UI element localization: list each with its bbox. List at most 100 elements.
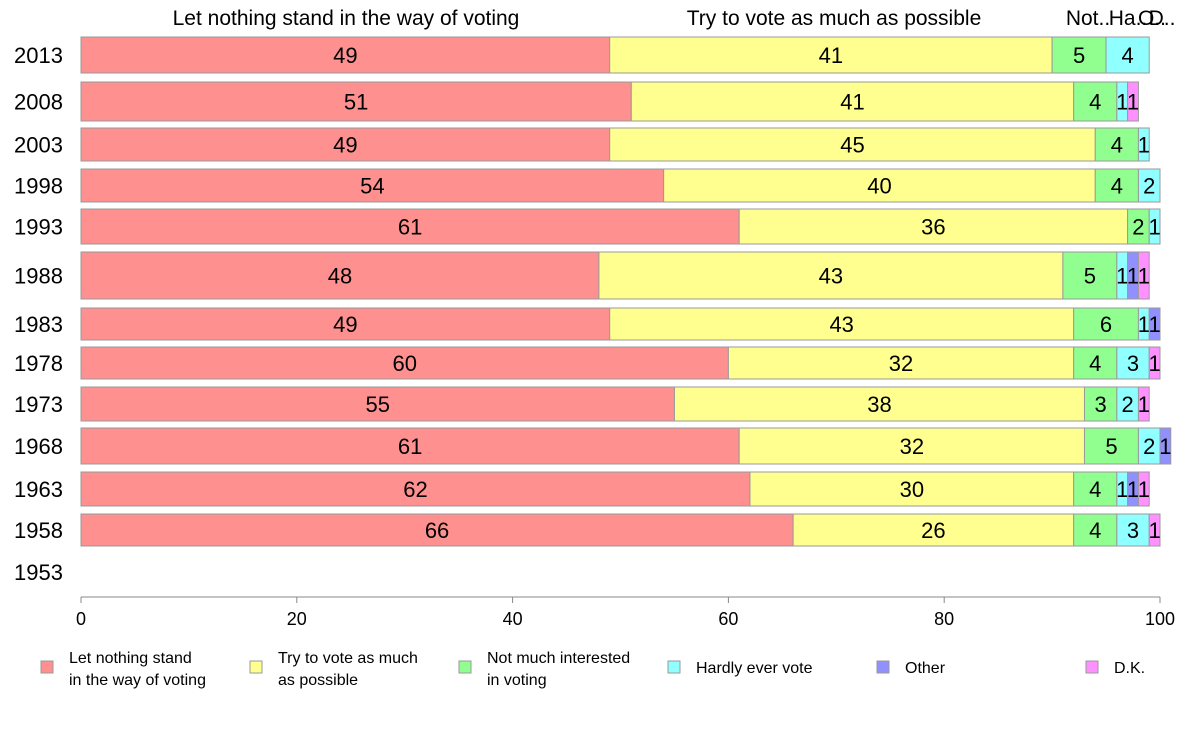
legend-label-4: Hardly ever vote [696, 660, 813, 677]
data-label-1973-series-3: 3 [1095, 392, 1107, 417]
bar-1973-series-2 [673, 386, 1085, 422]
data-label-1983-series-1: 49 [333, 312, 357, 337]
legend-swatch-1 [40, 660, 54, 674]
legend-item-1: Let nothing stand in the way of voting [40, 650, 206, 689]
data-label-1978-series-2: 32 [889, 351, 913, 376]
bar-row-1988: 1988 48 43 5 111 [14, 251, 1150, 300]
legend-item-5: Other [876, 660, 946, 677]
data-label-2013-series-4: 4 [1122, 43, 1134, 68]
y-tick-label-1983: 1983 [14, 312, 63, 337]
data-label-1968-series-1: 61 [398, 434, 422, 459]
legend-label-5: Other [905, 660, 946, 677]
legend-item-3: Not much interested in voting [458, 650, 630, 689]
bar-row-1973: 1973 55 38 3 2 1 [14, 386, 1150, 422]
data-label-2008-series-6: 1 [1127, 90, 1139, 115]
data-label-1968-series-4: 2 [1143, 434, 1155, 459]
data-label-1968-series-5: 1 [1159, 434, 1171, 459]
data-label-1993-series-2: 36 [921, 215, 945, 240]
data-label-1978-series-4: 3 [1127, 351, 1139, 376]
bar-1983-series-5 [1148, 307, 1161, 341]
legend-item-4: Hardly ever vote [667, 660, 813, 677]
x-tick-label-0: 0 [76, 609, 86, 629]
bar-2013-series-4 [1105, 36, 1150, 74]
data-label-1958-series-6: 1 [1148, 518, 1160, 543]
bar-2003-series-1 [80, 127, 611, 162]
data-label-1973-series-4: 2 [1122, 392, 1134, 417]
data-label-1973-series-1: 55 [365, 392, 389, 417]
data-label-1988-series-6: 1 [1138, 264, 1150, 289]
y-tick-label-1998: 1998 [14, 174, 63, 199]
y-tick-label-1953: 1953 [14, 560, 63, 585]
bar-1968-series-5 [1159, 427, 1172, 465]
bar-2003-series-3 [1094, 127, 1139, 162]
x-tick-label-100: 100 [1145, 609, 1175, 629]
x-tick-label-20: 20 [287, 609, 307, 629]
y-tick-label-1993: 1993 [14, 215, 63, 240]
series-header-6: D.. [1149, 7, 1176, 30]
bar-2003-series-4 [1137, 127, 1150, 162]
bar-row-1963: 1963 62 30 4 111 [14, 471, 1150, 507]
data-label-1963-series-2: 30 [900, 477, 924, 502]
legend-label-2: as possible [278, 672, 358, 689]
data-label-1993-series-4: 1 [1148, 215, 1160, 240]
data-label-1988-series-3: 5 [1084, 264, 1096, 289]
legend-swatch-5 [876, 660, 890, 674]
data-label-1988-series-5: 1 [1127, 264, 1139, 289]
bar-1998-series-4 [1137, 168, 1161, 203]
x-tick-label-60: 60 [718, 609, 738, 629]
bar-1983-series-3 [1073, 307, 1139, 341]
y-tick-label-2013: 2013 [14, 43, 63, 68]
series-header-2: Try to vote as much as possible [687, 7, 982, 30]
bar-1978-series-2 [727, 346, 1075, 380]
bar-1988-series-1 [80, 251, 600, 300]
data-label-1988-series-4: 1 [1116, 264, 1128, 289]
bar-1978-series-1 [80, 346, 729, 380]
bar-2013-series-3 [1051, 36, 1107, 74]
data-label-2008-series-3: 4 [1089, 90, 1101, 115]
legend-swatch-6 [1085, 660, 1099, 674]
bar-1998-series-1 [80, 168, 665, 203]
bar-1993-series-4 [1148, 208, 1161, 245]
y-tick-label-1968: 1968 [14, 434, 63, 459]
data-label-1998-series-3: 4 [1111, 174, 1123, 199]
bar-1988-series-6 [1137, 251, 1150, 300]
bar-2008-series-3 [1073, 81, 1118, 122]
bar-row-1968: 1968 61 32 5 2 1 [14, 427, 1172, 465]
data-label-1988-series-2: 43 [819, 264, 843, 289]
legend-label-6: D.K. [1114, 660, 1145, 677]
bar-row-2013: 2013 49 41 5 4 [14, 36, 1150, 74]
bar-1958-series-1 [80, 513, 794, 547]
legend: Let nothing stand in the way of voting Try… [40, 650, 1145, 689]
data-label-1983-series-3: 6 [1100, 312, 1112, 337]
legend-label-3: Not much interested [487, 650, 630, 667]
data-label-1958-series-2: 26 [921, 518, 945, 543]
bar-row-1983: 1983 49 43 6 11 [14, 307, 1161, 341]
x-tick-label-80: 80 [934, 609, 954, 629]
bar-1958-series-6 [1148, 513, 1161, 547]
bar-1963-series-6 [1137, 471, 1150, 507]
data-label-2013-series-3: 5 [1073, 43, 1085, 68]
legend-label-1: in the way of voting [69, 672, 206, 689]
legend-swatch-2 [249, 660, 263, 674]
data-label-1983-series-4: 1 [1138, 312, 1150, 337]
x-axis: 0 20 40 60 80 100 [76, 596, 1175, 629]
bar-row-1958: 1958 66 26 4 3 1 [14, 513, 1161, 547]
legend-swatch-4 [667, 660, 681, 674]
data-label-1963-series-4: 1 [1116, 477, 1128, 502]
y-tick-label-1988: 1988 [14, 264, 63, 289]
data-label-1998-series-1: 54 [360, 174, 384, 199]
data-label-1963-series-3: 4 [1089, 477, 1101, 502]
bar-1978-series-3 [1073, 346, 1118, 380]
data-label-2013-series-1: 49 [333, 43, 357, 68]
bar-1958-series-3 [1073, 513, 1118, 547]
data-label-1973-series-2: 38 [867, 392, 891, 417]
bar-1963-series-3 [1073, 471, 1118, 507]
data-label-2013-series-2: 41 [819, 43, 843, 68]
data-label-1958-series-3: 4 [1089, 518, 1101, 543]
bar-1998-series-2 [663, 168, 1096, 203]
data-label-1983-series-5: 1 [1148, 312, 1160, 337]
data-label-1988-series-1: 48 [328, 264, 352, 289]
bar-1983-series-1 [80, 307, 611, 341]
